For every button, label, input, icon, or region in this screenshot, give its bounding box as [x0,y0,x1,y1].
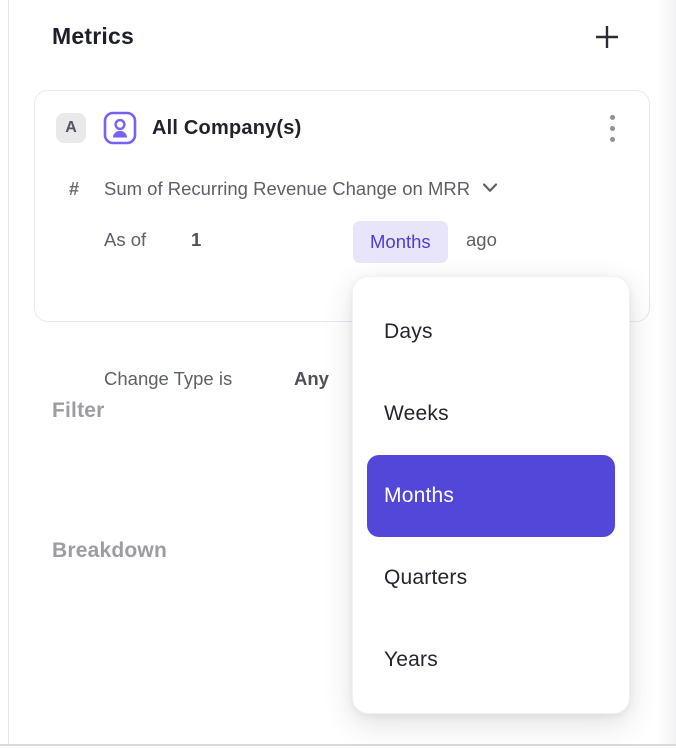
filter-section-label: Filter [52,399,105,422]
as-of-suffix: ago [466,229,497,250]
breakdown-section-label: Breakdown [52,539,167,562]
time-unit-select[interactable]: Months [353,221,448,263]
chevron-down-icon[interactable] [482,180,498,198]
metric-type-symbol: # [69,178,80,199]
change-type-value-select[interactable]: Any [294,368,329,389]
metric-entity-title: All Company(s) [152,116,302,139]
time-unit-dropdown: Days Weeks Months Quarters Years [352,276,630,714]
as-of-value-input[interactable]: 1 [191,229,202,250]
dropdown-option-quarters[interactable]: Quarters [384,566,468,589]
panel-bottom-divider [0,744,676,746]
metric-options-menu-button[interactable] [600,109,624,147]
panel-left-divider [8,0,9,744]
metric-selector-row: # Sum of Recurring Revenue Change on MRR [69,175,498,203]
dropdown-option-days[interactable]: Days [384,320,433,343]
metric-card-header: A All Company(s) [56,110,301,146]
add-metric-button[interactable] [591,21,623,53]
metric-card: A All Company(s) # Sum of Recurring Reve… [34,90,650,389]
metric-name-dropdown[interactable]: Sum of Recurring Revenue Change on MRR [104,178,471,199]
dropdown-option-months[interactable]: Months [367,455,615,537]
plus-icon [593,23,621,51]
page-title: Metrics [52,23,134,49]
kebab-menu-icon [609,114,615,120]
dropdown-option-years[interactable]: Years [384,648,438,671]
metric-letter-badge: A [56,113,86,143]
person-icon [103,111,137,145]
as-of-label: As of [104,229,147,250]
change-type-label: Change Type is [104,368,233,389]
panel-right-edge [658,0,676,744]
dropdown-option-weeks[interactable]: Weeks [384,402,449,425]
